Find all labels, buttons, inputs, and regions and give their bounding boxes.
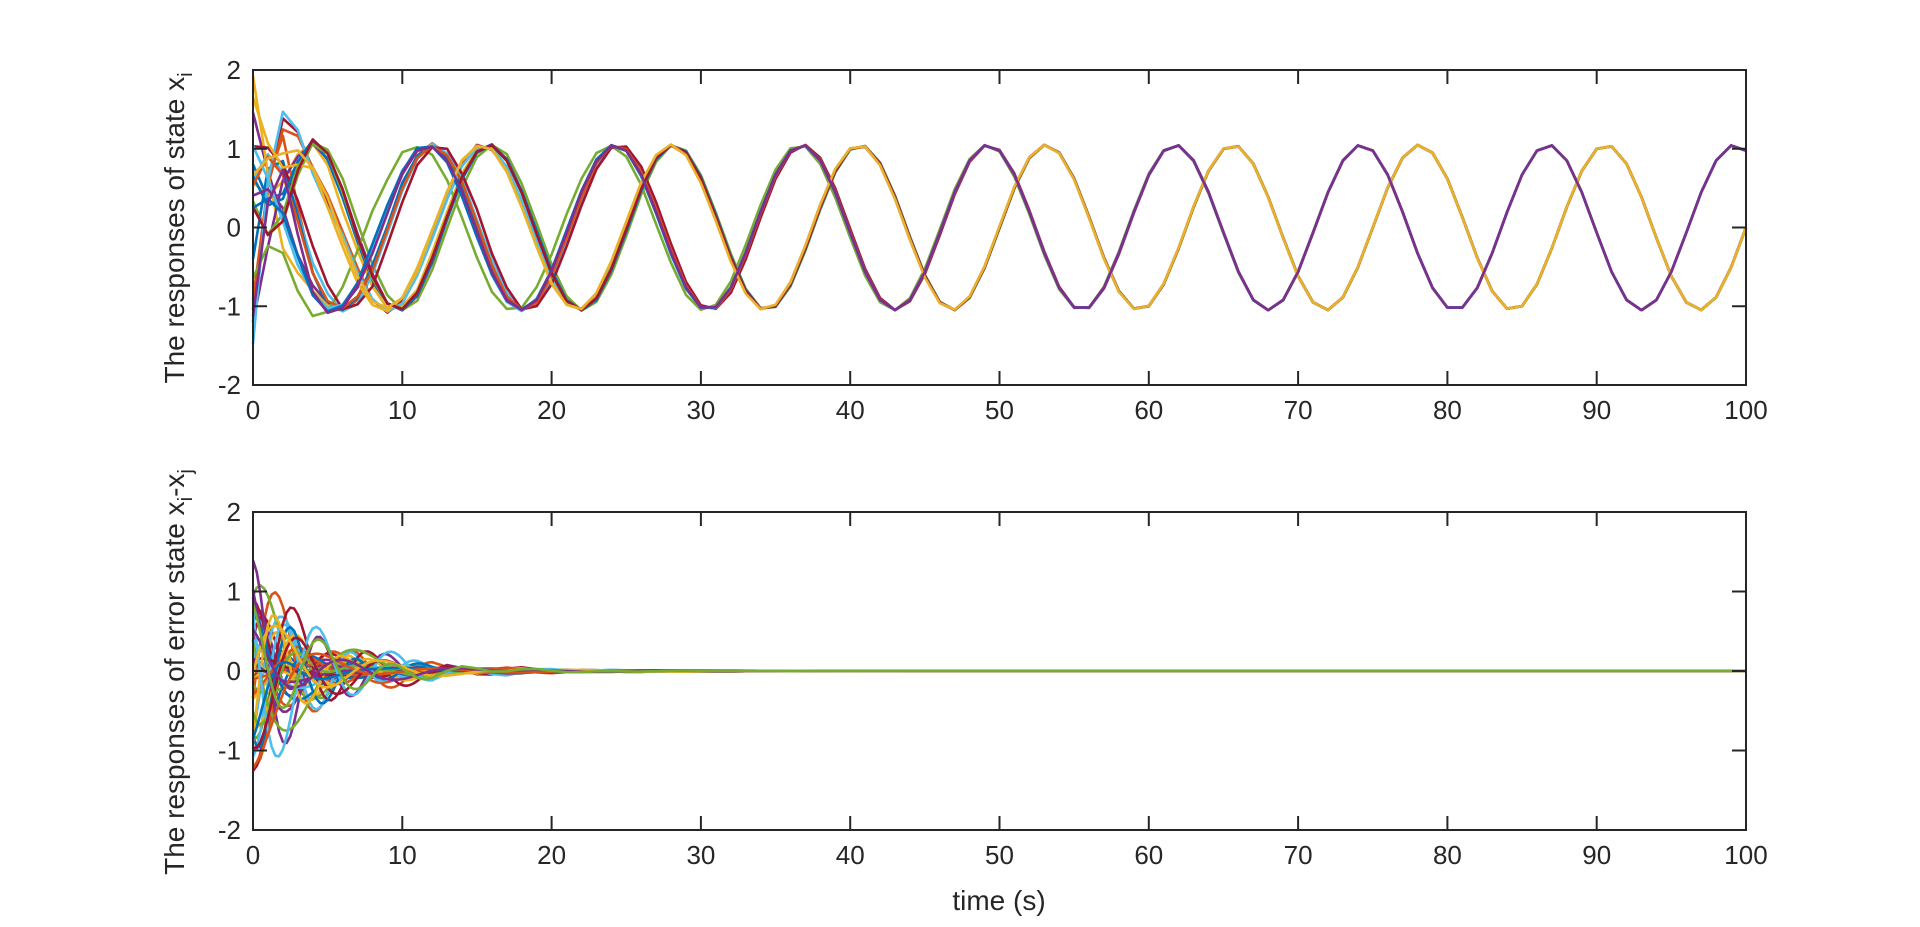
state-y-axis-label-main: The responses of state x [159,77,190,384]
state-y-tick-label: -2 [218,370,241,400]
state-series-group [251,75,1748,345]
error-y-tick-label: 0 [227,656,241,686]
error-y-tick-label: 2 [227,497,241,527]
error-series-line [251,604,1746,710]
error-x-tick-label: 0 [246,840,260,870]
state-y-axis-label: The responses of state xi [159,72,197,383]
error-y-axis-label-main: The responses of error state x [159,501,190,875]
error-x-tick-label: 30 [686,840,715,870]
error-x-tick-label: 40 [836,840,865,870]
error-x-tick-label: 10 [388,840,417,870]
error-x-tick-label: 100 [1724,840,1767,870]
state-x-tick-label: 20 [537,395,566,425]
error-y-tick-label: -1 [218,736,241,766]
error-y-axis-label: The responses of error state xi-xj [159,469,197,875]
state-series-line [251,144,1747,317]
state-y-ticks: -2 -1 0 1 2 [218,55,1746,400]
error-x-tick-label: 20 [537,840,566,870]
error-series-group [251,559,1746,772]
state-x-tick-label: 90 [1582,395,1611,425]
state-series-line [252,143,1748,312]
state-response-axes: 0 10 20 30 40 50 60 70 80 90 100 -2 -1 0 1 2 The respo… [159,55,1768,425]
state-x-tick-label: 70 [1284,395,1313,425]
error-response-axes: 0 10 20 30 40 50 60 70 80 90 100 -2 -1 0 1 2 The respo… [159,469,1768,916]
state-x-tick-label: 10 [388,395,417,425]
error-y-axis-label-sub-j: j [175,469,197,474]
error-x-tick-label: 50 [985,840,1014,870]
state-y-tick-label: 0 [227,213,241,243]
state-y-tick-label: 2 [227,55,241,85]
state-x-tick-label: 80 [1433,395,1462,425]
error-y-tick-label: 1 [227,577,241,607]
error-y-tick-label: -2 [218,815,241,845]
state-y-tick-label: -1 [218,291,241,321]
error-x-axis-label: time (s) [952,885,1045,916]
state-x-tick-label: 100 [1724,395,1767,425]
error-y-axis-label-sep: -x [159,474,190,497]
state-x-tick-label: 60 [1134,395,1163,425]
error-x-tick-label: 70 [1284,840,1313,870]
error-y-ticks: -2 -1 0 1 2 [218,497,1746,845]
state-x-ticks: 0 10 20 30 40 50 60 70 80 90 100 [246,70,1768,425]
error-x-tick-label: 90 [1582,840,1611,870]
error-x-tick-label: 60 [1134,840,1163,870]
error-x-ticks: 0 10 20 30 40 50 60 70 80 90 100 [246,512,1768,870]
state-x-tick-label: 40 [836,395,865,425]
state-y-tick-label: 1 [227,134,241,164]
state-x-tick-label: 0 [246,395,260,425]
state-x-tick-label: 50 [985,395,1014,425]
state-x-tick-label: 30 [686,395,715,425]
error-y-axis-label-sub-i: i [175,497,197,501]
state-y-axis-label-sub: i [175,72,197,76]
error-x-tick-label: 80 [1433,840,1462,870]
